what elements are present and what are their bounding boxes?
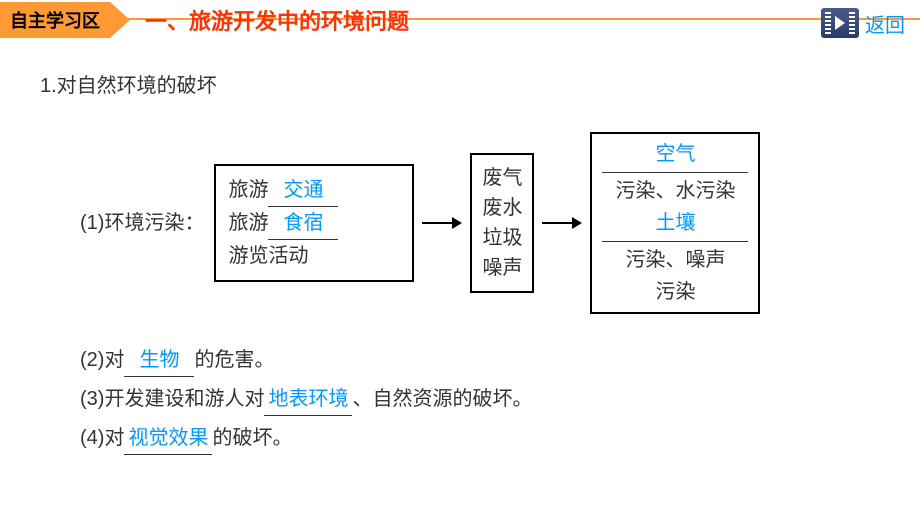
- section-badge: 自主学习区: [0, 2, 110, 38]
- blank-bio: 生物: [124, 344, 194, 377]
- waste-1: 废气: [482, 163, 522, 193]
- waste-box: 废气 废水 垃圾 噪声: [470, 153, 534, 293]
- point-2: (2)对生物的危害。: [80, 344, 880, 377]
- blank-surface: 地表环境: [264, 383, 352, 416]
- pt3c: 、自然资源的破坏。: [352, 388, 532, 410]
- source-box: 旅游交通 旅游食宿 游览活动: [214, 164, 414, 282]
- content: 1.对自然环境的破坏 (1)环境污染： 旅游交通 旅游食宿 游览活动 废气 废水…: [0, 40, 920, 455]
- point-4: (4)对视觉效果的破坏。: [80, 422, 880, 455]
- waste-3: 垃圾: [482, 223, 522, 253]
- pt4a: (4)对: [80, 427, 124, 449]
- poll-5: 污染: [602, 276, 748, 308]
- poll-4a: 污染: [625, 249, 665, 271]
- blank-air: 空气: [602, 138, 748, 170]
- src-r2a: 旅游: [228, 207, 268, 239]
- arrow-2: [542, 213, 582, 233]
- return-label: 返回: [865, 9, 905, 38]
- badge-arrow: [110, 2, 130, 38]
- pollution-diagram: (1)环境污染： 旅游交通 旅游食宿 游览活动 废气 废水 垃圾 噪声 空气 污…: [80, 132, 880, 314]
- diagram-label: (1)环境污染：: [80, 207, 204, 239]
- pt3a: (3)开发建设和游人对: [80, 388, 264, 410]
- poll-4b: 、噪声: [665, 249, 725, 271]
- blank-transport: 交通: [268, 174, 338, 207]
- pollution-box: 空气 污染、水污染 土壤 污染、噪声 污染: [590, 132, 760, 314]
- return-link[interactable]: 返回: [821, 8, 905, 38]
- blank-visual: 视觉效果: [124, 422, 212, 455]
- poll-water: 污染、水污染: [602, 175, 748, 207]
- pt2a: (2)对: [80, 349, 124, 371]
- arrow-1: [422, 213, 462, 233]
- waste-2: 废水: [482, 193, 522, 223]
- header: 自主学习区 一、旅游开发中的环境问题 返回: [0, 0, 920, 40]
- point-3: (3)开发建设和游人对地表环境、自然资源的破坏。: [80, 383, 880, 416]
- points: (2)对生物的危害。 (3)开发建设和游人对地表环境、自然资源的破坏。 (4)对…: [80, 344, 880, 455]
- blank-lodging: 食宿: [268, 207, 338, 240]
- page-title: 一、旅游开发中的环境问题: [145, 4, 409, 36]
- src-r1a: 旅游: [228, 174, 268, 206]
- pt4c: 的破坏。: [212, 427, 292, 449]
- blank-soil: 土壤: [602, 207, 748, 239]
- heading-1: 1.对自然环境的破坏: [40, 70, 880, 102]
- pt2c: 的危害。: [194, 349, 274, 371]
- waste-4: 噪声: [482, 253, 522, 283]
- header-line: [0, 18, 920, 20]
- film-icon: [821, 8, 859, 38]
- src-r3: 游览活动: [228, 240, 400, 272]
